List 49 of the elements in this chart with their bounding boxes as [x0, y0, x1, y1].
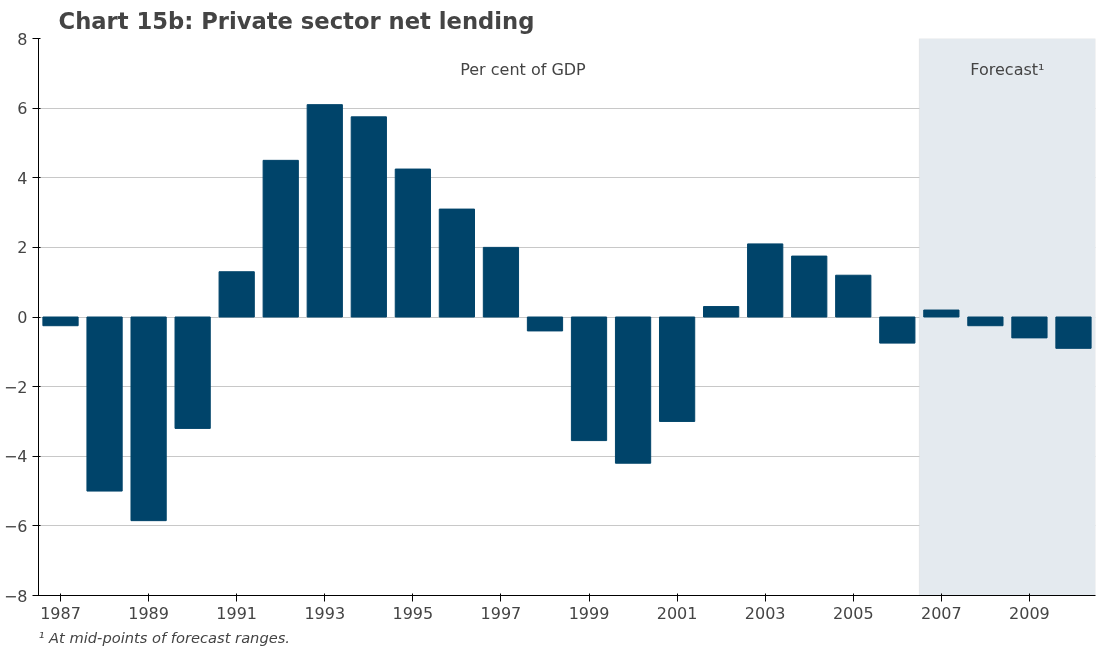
bar	[879, 316, 916, 344]
x-tick-label: 2007	[920, 603, 962, 623]
chart-title: Chart 15b: Private sector net lending	[58, 7, 535, 34]
x-tick-label: 2009	[1009, 603, 1050, 623]
bar	[614, 316, 652, 464]
x-tick-label: 1999	[568, 603, 610, 623]
bar	[747, 243, 784, 318]
x-tick-label: 1997	[480, 603, 522, 623]
y-tick-label: −2	[3, 377, 28, 397]
bar	[218, 271, 255, 318]
bar	[967, 316, 1004, 327]
bar	[86, 316, 123, 492]
bar	[174, 316, 211, 429]
bar	[1055, 316, 1092, 349]
y-tick-label: −8	[3, 586, 28, 606]
bar	[350, 116, 387, 318]
y-tick-label: 8	[17, 29, 28, 49]
bar	[703, 306, 740, 318]
x-tick-label: 1993	[304, 603, 346, 623]
bar	[1011, 316, 1048, 339]
y-tick-label: 2	[17, 238, 28, 258]
band-label: Forecast¹	[970, 59, 1045, 79]
bar	[306, 104, 343, 318]
bar	[262, 159, 299, 318]
bar	[570, 316, 608, 442]
y-tick-label: 4	[17, 168, 28, 188]
x-tick-label: 1989	[128, 603, 169, 623]
bar	[923, 309, 960, 318]
y-tick-label: 6	[17, 99, 28, 119]
x-tick-label: 2005	[832, 603, 874, 623]
x-tick-label: 1991	[216, 603, 258, 623]
bar	[791, 255, 828, 318]
bar	[658, 316, 696, 422]
x-tick-label: 1995	[392, 603, 434, 623]
x-tick-label: 2001	[656, 603, 698, 623]
y-tick-label: −4	[3, 447, 28, 467]
y-tick-label: 0	[17, 308, 28, 327]
x-tick-label: 2003	[744, 603, 786, 623]
bar	[394, 168, 431, 318]
bar	[835, 274, 872, 318]
bar	[438, 208, 476, 318]
bar	[42, 316, 79, 327]
y-tick-label: −6	[3, 516, 28, 536]
y-axis-title: Per cent of GDP	[460, 59, 587, 79]
bar	[482, 246, 520, 318]
bar	[526, 316, 564, 332]
x-tick-label: 1987	[40, 603, 81, 623]
text: ¹ At mid-points of forecast ranges.	[38, 628, 291, 646]
bar	[130, 316, 167, 522]
